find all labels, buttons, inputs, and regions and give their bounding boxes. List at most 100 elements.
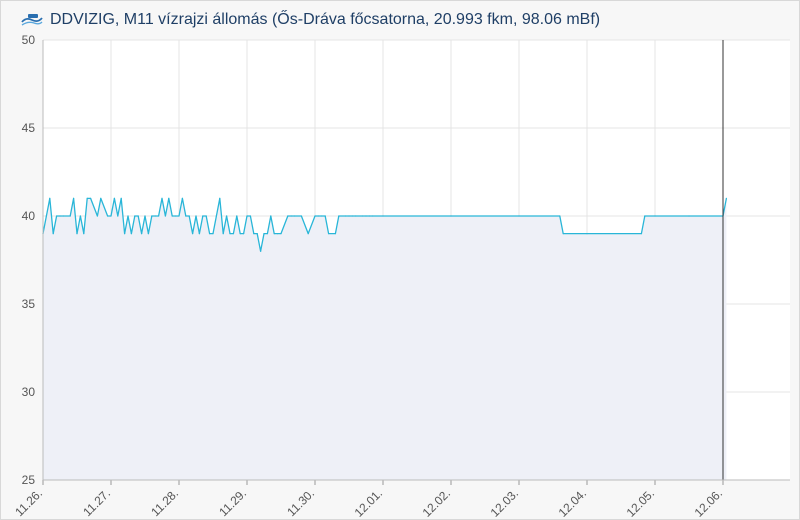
data-point [372, 215, 374, 217]
data-point [175, 215, 177, 217]
data-point [348, 215, 350, 217]
data-point [205, 215, 207, 217]
data-point [181, 197, 183, 199]
data-point [226, 215, 228, 217]
x-tick-label: 11.26. [12, 486, 45, 519]
data-point [69, 215, 71, 217]
series-area [43, 198, 727, 480]
data-point [113, 197, 115, 199]
data-point [144, 215, 146, 217]
data-point [83, 233, 85, 235]
data-point [154, 215, 156, 217]
data-point [147, 233, 149, 235]
data-point [198, 233, 200, 235]
data-point [56, 215, 58, 217]
data-point [277, 233, 279, 235]
series-line [42, 197, 728, 252]
data-point [725, 197, 728, 199]
data-point [158, 215, 160, 217]
data-point [120, 197, 122, 199]
data-point [263, 233, 265, 235]
data-point [117, 215, 119, 217]
data-point [246, 215, 248, 217]
data-point [79, 215, 81, 217]
data-point [127, 215, 129, 217]
data-point [49, 197, 51, 199]
line-layer [42, 40, 728, 480]
data-point [273, 233, 275, 235]
x-tick-label: 12.05. [624, 486, 657, 519]
data-point [164, 215, 166, 217]
data-point [324, 215, 326, 217]
data-point [232, 233, 234, 235]
data-point [168, 197, 170, 199]
data-point [134, 215, 136, 217]
data-point [654, 215, 656, 217]
data-point [86, 197, 88, 199]
y-tick-label: 30 [22, 385, 36, 399]
y-tick-label: 40 [22, 209, 36, 223]
chart-header: DDVIZIG, M11 vízrajzi állomás (Ős-Dráva … [20, 9, 600, 31]
data-point [239, 233, 241, 235]
data-point [249, 215, 251, 217]
data-point [195, 215, 197, 217]
data-point [161, 197, 163, 199]
data-point [59, 215, 61, 217]
data-point [345, 215, 347, 217]
data-point [107, 215, 109, 217]
data-point [62, 215, 64, 217]
data-point [96, 215, 98, 217]
data-point [640, 233, 643, 235]
data-point [100, 197, 102, 199]
data-point [328, 233, 330, 235]
y-tick-label: 50 [22, 33, 36, 47]
data-point [253, 233, 255, 235]
data-point [212, 233, 214, 235]
data-point [270, 215, 272, 217]
data-point [209, 233, 211, 235]
data-point [52, 233, 54, 235]
data-point [185, 215, 187, 217]
data-point [688, 215, 690, 217]
data-point [260, 250, 262, 252]
data-point [178, 215, 180, 217]
data-point [307, 233, 309, 235]
data-point [300, 215, 302, 217]
data-point [202, 215, 204, 217]
x-tick-label: 11.30. [284, 486, 317, 519]
chart-title: DDVIZIG, M11 vízrajzi állomás (Ős-Dráva … [50, 11, 601, 28]
y-tick-label: 45 [22, 121, 36, 135]
data-point [76, 233, 78, 235]
data-point [73, 197, 75, 199]
data-point [562, 233, 564, 235]
data-point [130, 233, 132, 235]
x-tick-label: 12.01. [352, 486, 385, 519]
data-point [355, 215, 357, 217]
data-point [338, 215, 340, 217]
data-point [219, 197, 221, 199]
data-point [266, 233, 268, 235]
data-point [644, 215, 646, 217]
data-point [222, 233, 224, 235]
data-point [559, 215, 561, 217]
x-tick-label: 12.06. [692, 486, 725, 519]
data-point [317, 215, 319, 217]
x-tick-label: 11.27. [80, 486, 113, 519]
data-point [151, 215, 153, 217]
x-tick-label: 11.29. [216, 486, 249, 519]
data-point [90, 197, 92, 199]
vizig-logo-icon [21, 14, 43, 26]
x-tick-label: 12.02. [420, 486, 453, 519]
data-point [256, 233, 258, 235]
data-point [586, 233, 588, 235]
data-point [192, 233, 194, 235]
data-point [314, 215, 316, 217]
data-point [280, 233, 282, 235]
data-point [368, 215, 370, 217]
data-point [141, 233, 143, 235]
data-point [215, 215, 217, 217]
data-point [137, 215, 139, 217]
data-point [518, 215, 520, 217]
data-point [243, 233, 245, 235]
